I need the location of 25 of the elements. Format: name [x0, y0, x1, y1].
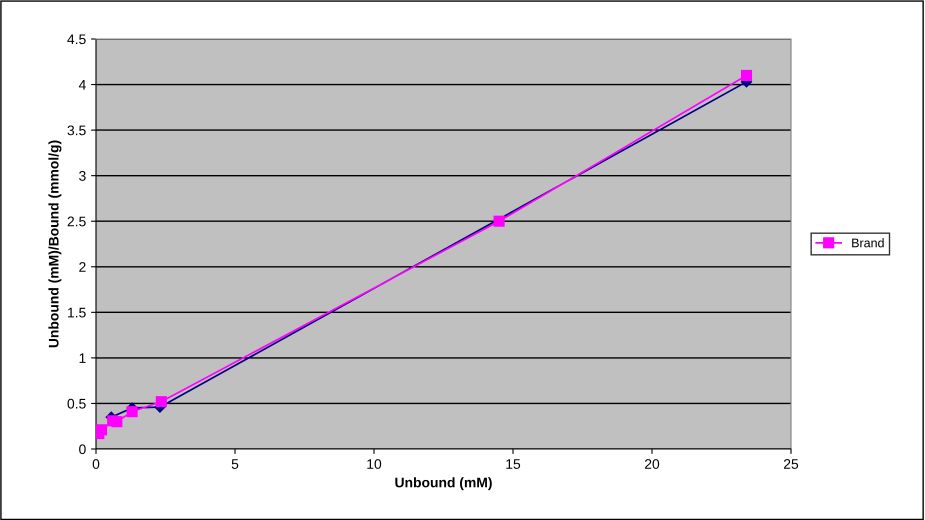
x-tick-label: 15 [506, 459, 520, 469]
point [494, 216, 505, 227]
y-tick-label: 3.5 [68, 125, 86, 136]
y-tick-label: 2 [79, 262, 86, 272]
point [126, 406, 138, 418]
y-tick-label: 1.5 [68, 308, 86, 318]
y-tick-label: 3 [79, 171, 86, 181]
y-axis-title: Unbound (mM)/Bound (mmol/g) [48, 140, 62, 348]
x-tick-label: 10 [367, 459, 382, 469]
y-tick-label: 2.5 [68, 216, 86, 226]
x-tick-label: 0 [92, 459, 100, 469]
x-tick-label: 20 [644, 459, 660, 469]
point [156, 396, 167, 408]
x-tick-label: 5 [232, 459, 238, 469]
y-tick-label: 0.5 [68, 398, 86, 409]
y-tick-label: 4 [78, 80, 86, 90]
legend-label: Brand [852, 238, 884, 248]
x-axis-title: Unbound (mM) [395, 477, 492, 490]
x-tick-label: 25 [784, 459, 798, 469]
y-tick-label: 0 [79, 444, 86, 454]
y-tick-label: 4.5 [67, 34, 86, 44]
y-tick-label: 1 [80, 353, 86, 363]
point [740, 70, 752, 81]
point [96, 424, 108, 436]
point [111, 416, 122, 428]
